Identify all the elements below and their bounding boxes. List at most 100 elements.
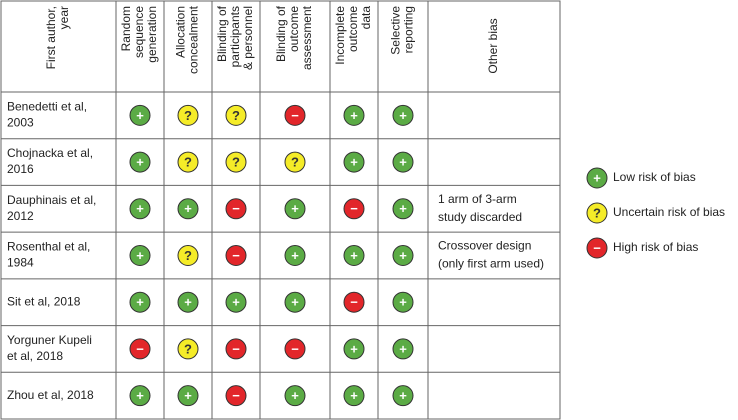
column-header: reporting: [402, 6, 416, 53]
rating-icon: [343, 198, 365, 220]
rating-icon: [225, 245, 247, 266]
rating-icon: [392, 104, 414, 126]
legend-icon: [586, 167, 608, 189]
rating-icon: [284, 385, 306, 407]
rating-symbol: +: [291, 248, 299, 263]
rating-symbol: +: [350, 108, 358, 123]
rating-symbol: −: [136, 341, 144, 356]
table-border: [0, 0, 561, 420]
rating-symbol: ?: [291, 155, 299, 170]
rating-symbol: +: [136, 388, 144, 403]
rating-symbol: +: [399, 295, 407, 310]
author: Rosenthal et al,: [7, 240, 90, 254]
rating-icon: [392, 338, 414, 360]
rating-symbol: −: [232, 341, 240, 356]
column-header: data: [359, 6, 373, 30]
other-bias-note: Crossover design: [438, 239, 531, 253]
rating-icon: [177, 338, 199, 360]
rating-symbol: +: [399, 155, 407, 170]
rating-symbol: +: [136, 295, 144, 310]
author: Dauphinais et al,: [7, 193, 96, 207]
author: 2003: [7, 116, 34, 130]
rating-icon: [225, 151, 247, 173]
column-header: assessment: [300, 5, 314, 70]
rating-symbol: ?: [232, 108, 240, 123]
rating-icon: [177, 245, 199, 266]
column-header: Blinding of: [215, 5, 229, 62]
rating-icon: [177, 104, 199, 126]
rating-symbol: −: [291, 108, 299, 123]
column-header: outcome: [287, 6, 301, 52]
rating-symbol: ?: [184, 108, 192, 123]
rating-icon: [343, 385, 365, 407]
rating-symbol: +: [399, 108, 407, 123]
rating-symbol: +: [184, 388, 192, 403]
rating-icon: [392, 198, 414, 220]
rating-icon: [177, 385, 199, 407]
rating-symbol: +: [399, 201, 407, 216]
rating-icon: [284, 338, 306, 360]
rating-symbol: +: [350, 155, 358, 170]
rating-icon: [343, 291, 365, 313]
rating-symbol: −: [232, 388, 240, 403]
rating-symbol: ?: [184, 341, 192, 356]
rating-symbol: +: [399, 248, 407, 263]
rating-icon: [129, 385, 151, 407]
column-header: & personnel: [241, 6, 255, 70]
rating-symbol: ?: [184, 155, 192, 170]
rating-icon: [129, 291, 151, 313]
rating-icon: [343, 245, 365, 266]
rating-symbol: +: [291, 295, 299, 310]
legend-label: High risk of bias: [613, 240, 698, 254]
rating-icon: [343, 338, 365, 360]
rating-icon: [343, 104, 365, 126]
legend-icon: [586, 202, 608, 224]
rating-symbol: ?: [184, 248, 192, 263]
rating-symbol: +: [291, 201, 299, 216]
rating-icon: [284, 291, 306, 313]
other-bias-note: (only first arm used): [438, 257, 544, 271]
column-header: First author,: [44, 6, 58, 69]
column-header: participants: [228, 6, 242, 67]
rating-symbol: +: [136, 155, 144, 170]
author: 2016: [7, 162, 34, 176]
rating-symbol: +: [350, 248, 358, 263]
column-header: sequence: [132, 6, 146, 58]
author: Sit et al, 2018: [7, 294, 81, 308]
author: Chojnacka et al,: [7, 146, 93, 160]
rating-symbol: +: [350, 388, 358, 403]
rating-icon: [225, 338, 247, 360]
rating-icon: [129, 198, 151, 220]
author: 1984: [7, 256, 34, 270]
rating-symbol: +: [136, 248, 144, 263]
rating-icon: [392, 151, 414, 173]
rating-icon: [177, 198, 199, 220]
column-header: Blinding of: [274, 5, 288, 62]
rating-symbol: +: [136, 108, 144, 123]
legend-label: Uncertain risk of bias: [613, 205, 725, 219]
rating-icon: [284, 151, 306, 173]
rating-icon: [225, 385, 247, 407]
rating-symbol: +: [136, 201, 144, 216]
column-header: Random: [119, 6, 133, 51]
author: et al, 2018: [7, 349, 63, 363]
column-header: Incomplete: [333, 6, 347, 65]
rating-symbol: +: [184, 295, 192, 310]
author: Zhou et al, 2018: [7, 388, 94, 402]
column-header: Allocation: [174, 6, 188, 58]
column-header: Other bias: [486, 18, 500, 73]
rating-icon: [129, 338, 151, 360]
rating-icon: [129, 245, 151, 266]
rating-icon: [284, 198, 306, 220]
column-header: Selective: [389, 6, 403, 55]
column-header: year: [57, 6, 71, 29]
rating-icon: [129, 151, 151, 173]
rating-icon: [177, 151, 199, 173]
rating-symbol: +: [291, 388, 299, 403]
rating-symbol: −: [350, 201, 358, 216]
legend-icon: [586, 237, 608, 259]
legend-label: Low risk of bias: [613, 170, 696, 184]
rating-icon: [284, 104, 306, 126]
rating-symbol: −: [232, 248, 240, 263]
